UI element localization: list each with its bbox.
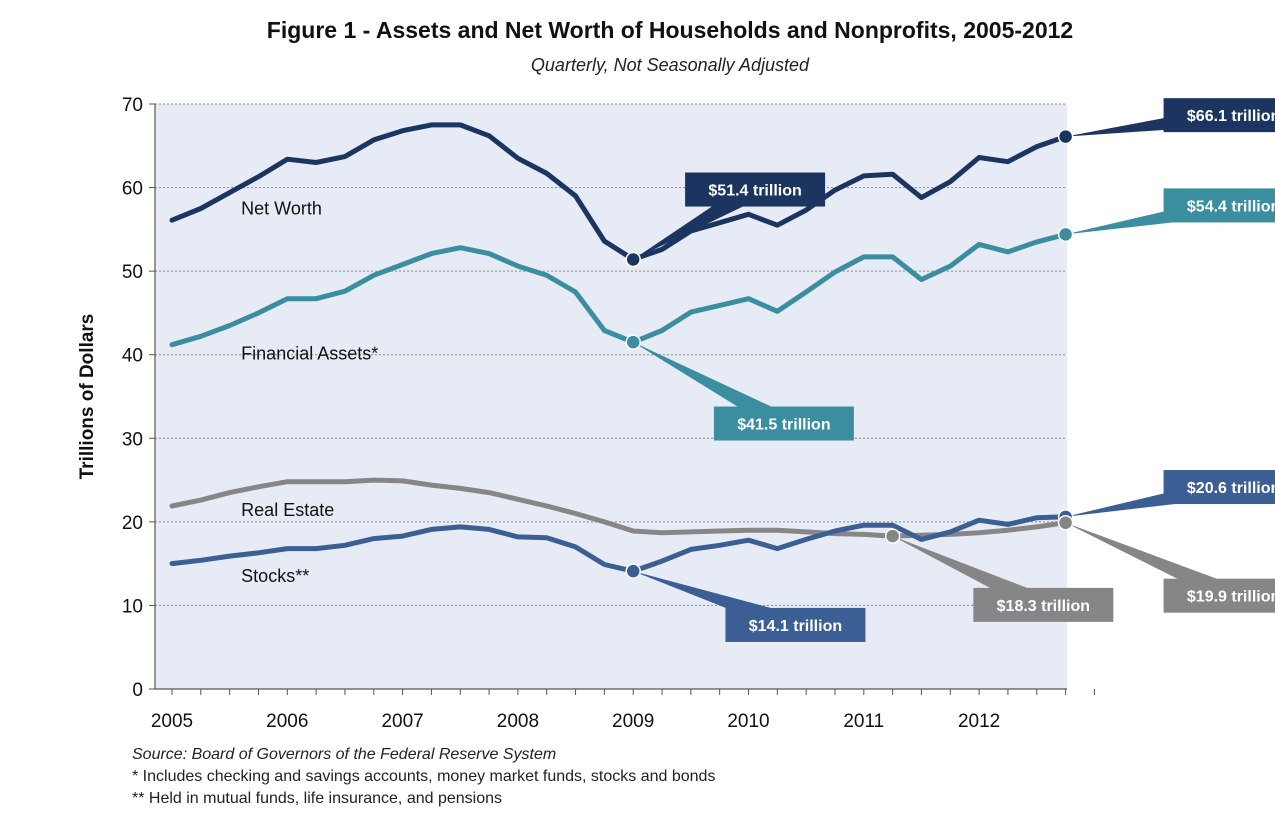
- footnote-1: * Includes checking and savings accounts…: [132, 768, 716, 785]
- x-tick-label: 2008: [497, 711, 539, 732]
- callout-label: $18.3 trillion: [997, 598, 1090, 615]
- plot-area: [155, 104, 1067, 689]
- chart-canvas: 0 10 20 30 40 50 60 70 2005 2006 2007 2008 2009 2010 2…: [77, 95, 1275, 732]
- y-axis-title: Trillions of Dollars: [77, 314, 98, 480]
- x-tick-label: 2010: [727, 711, 769, 732]
- callout-marker: [625, 251, 641, 268]
- callout-label: $54.4 trillion: [1187, 198, 1275, 215]
- x-tick-label: 2009: [612, 711, 654, 732]
- callout-marker: [625, 563, 641, 579]
- callouts: $51.4 trillion $66.1 trillion $54.4 trilli…: [625, 98, 1275, 642]
- series-label: Real Estate: [241, 500, 334, 520]
- y-tick-label: 20: [122, 513, 143, 534]
- series-line: [169, 514, 1069, 574]
- series-label: Financial Assets*: [241, 344, 378, 364]
- callout-box: [725, 607, 866, 642]
- footnote-2: ** Held in mutual funds, life insurance,…: [132, 790, 502, 807]
- series-labels: Net Worth Financial Assets* Real Estate Sto…: [241, 198, 378, 586]
- callout-box: [1163, 578, 1275, 613]
- series-line: [169, 122, 1069, 262]
- y-tick-label: 40: [122, 346, 143, 367]
- callout-label: $14.1 trillion: [749, 618, 842, 635]
- series-line: [169, 231, 1069, 348]
- x-tick-label: 2007: [381, 711, 423, 732]
- x-tick-label: 2006: [266, 711, 308, 732]
- y-tick-label: 60: [122, 179, 143, 200]
- callout-label: $19.9 trillion: [1187, 589, 1275, 606]
- callout-marker: [1057, 226, 1074, 243]
- callout-label: $51.4 trillion: [708, 183, 801, 200]
- x-tick-label: 2012: [958, 711, 1000, 732]
- callout-box: [973, 587, 1114, 622]
- gridlines: [155, 103, 1067, 606]
- callout-label: $41.5 trillion: [737, 417, 830, 434]
- callout-label: $20.6 trillion: [1187, 480, 1275, 497]
- y-tick-label: 0: [132, 680, 143, 701]
- chart-subtitle: Quarterly, Not Seasonally Adjusted: [530, 55, 810, 75]
- callout-marker: [1057, 128, 1074, 145]
- callout-box: [1163, 98, 1275, 133]
- chart-title: Figure 1 - Assets and Net Worth of House…: [266, 17, 1074, 43]
- callout-box: [1163, 470, 1275, 505]
- x-tick-label: 2011: [843, 711, 884, 732]
- callout-label: $66.1 trillion: [1187, 108, 1275, 125]
- series-label: Net Worth: [241, 198, 322, 218]
- y-tick-label: 30: [122, 429, 143, 450]
- series-label: Stocks**: [241, 566, 309, 586]
- callout-box: [1163, 188, 1275, 223]
- axes: 0 10 20 30 40 50 60 70 2005 2006 2007 2008 2009 2010 2…: [77, 95, 1095, 732]
- x-tick-label: 2005: [151, 711, 193, 732]
- y-tick-label: 50: [122, 262, 143, 283]
- callout-marker: [625, 334, 641, 350]
- chart-notes: Source: Board of Governors of the Federa…: [132, 744, 715, 810]
- callout-marker: [1057, 514, 1074, 531]
- callout-box: [713, 406, 854, 441]
- callout-marker: [884, 528, 901, 544]
- source-note: Source: Board of Governors of the Federa…: [132, 746, 557, 763]
- y-tick-label: 10: [122, 596, 143, 617]
- y-tick-label: 70: [122, 95, 143, 116]
- series-lines: [169, 122, 1069, 574]
- callout-box: [685, 172, 826, 207]
